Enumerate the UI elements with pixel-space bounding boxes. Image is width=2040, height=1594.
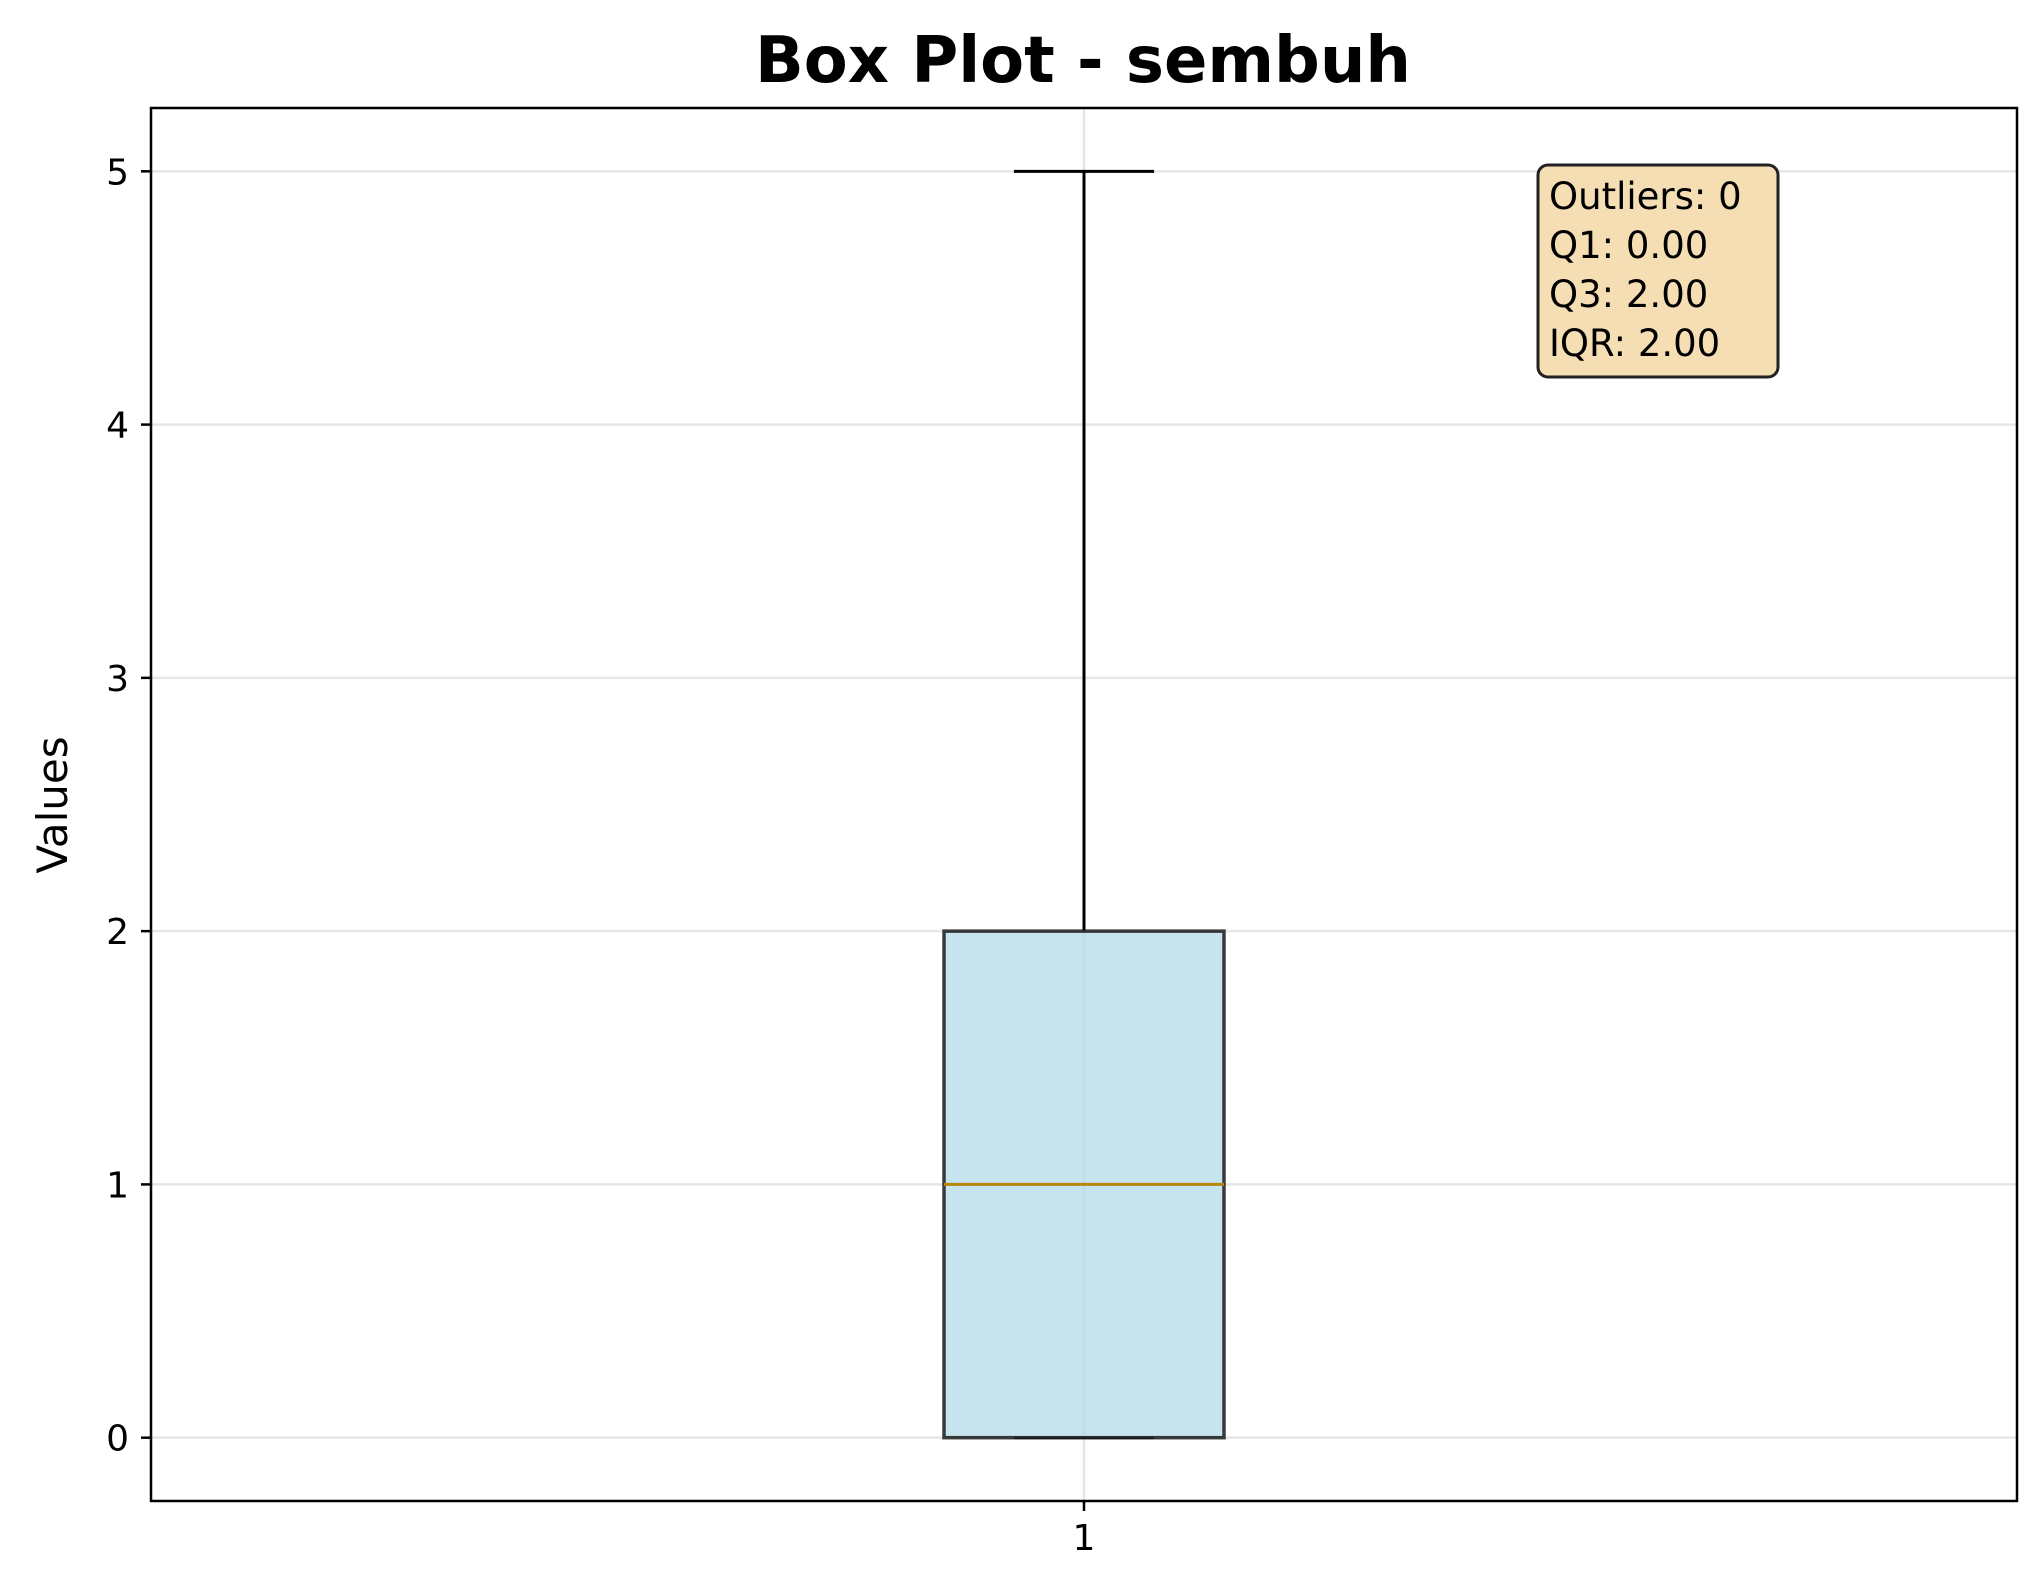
x-tick-label: 1 bbox=[1073, 1518, 1096, 1559]
y-axis-label: Values bbox=[28, 736, 77, 873]
stats-line: IQR: 2.00 bbox=[1549, 322, 1720, 365]
y-tick-label: 3 bbox=[106, 659, 129, 700]
stats-line: Q3: 2.00 bbox=[1549, 273, 1708, 316]
y-tick-label: 4 bbox=[106, 406, 129, 447]
y-tick-label: 5 bbox=[106, 152, 129, 193]
box-layer bbox=[942, 169, 1226, 1440]
stats-box: Outliers: 0 Q1: 0.00 Q3: 2.00 IQR: 2.00 bbox=[1536, 163, 1780, 379]
y-tick-label: 2 bbox=[106, 912, 129, 953]
y-tick-label: 1 bbox=[106, 1165, 129, 1206]
stats-line: Q1: 0.00 bbox=[1549, 224, 1708, 267]
y-axis-ticks: 0 1 2 3 4 5 bbox=[106, 152, 151, 1460]
x-axis-ticks: 1 bbox=[1073, 1501, 1096, 1559]
stats-box-background bbox=[1536, 163, 1780, 379]
y-tick-label: 0 bbox=[106, 1419, 129, 1460]
chart-title: Box Plot - sembuh bbox=[755, 24, 1411, 98]
stats-line: Outliers: 0 bbox=[1549, 175, 1742, 218]
